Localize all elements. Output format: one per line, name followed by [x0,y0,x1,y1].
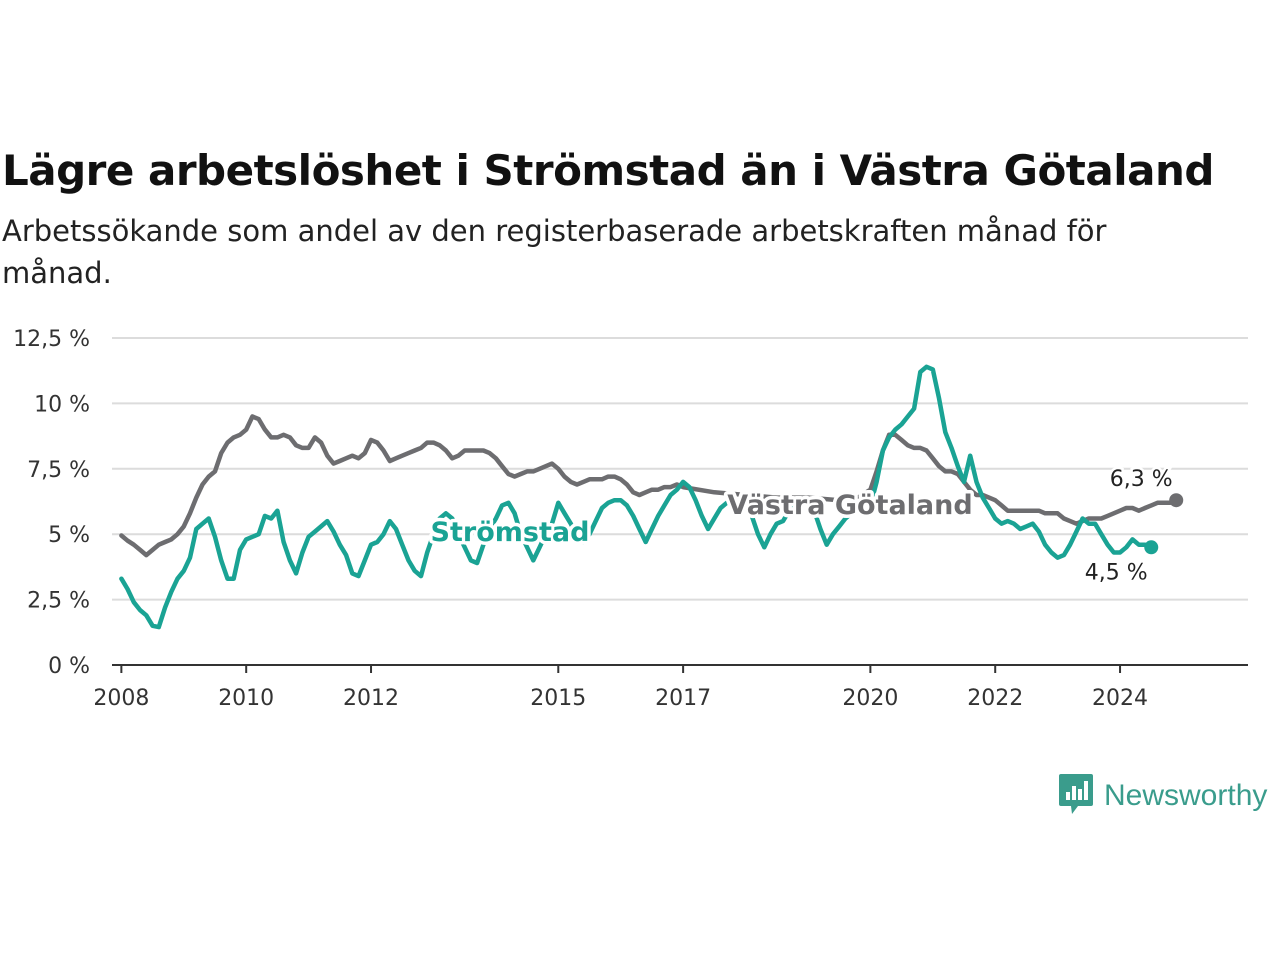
series-end-value-label: 6,3 % [1110,467,1173,492]
series-name-label: Strömstad [431,517,590,548]
newsworthy-logo-icon [1058,772,1094,820]
x-tick-label: 2024 [1092,686,1148,711]
series-line [119,364,1154,630]
x-tick-label: 2022 [967,686,1023,711]
series-end-value-label: 4,5 % [1085,560,1148,585]
chart-title: Lägre arbetslöshet i Strömstad än i Väst… [2,146,1214,195]
series-lines [119,364,1184,630]
y-tick-label: 7,5 % [27,458,90,483]
chart-subtitle: Arbetssökande som andel av den registerb… [2,214,1107,290]
y-tick-label: 0 % [48,654,90,679]
x-tick-label: 2017 [655,686,711,711]
y-axis-labels: 0 % 2,5 % 5 % 7,5 % 10 % 12,5 % [13,327,90,679]
series-line [119,414,1179,558]
series-labels: Västra Götaland 6,3 % Strömstad 4,5 % [427,465,1175,588]
series-name-label: Västra Götaland [727,490,972,521]
y-tick-label: 10 % [34,392,90,417]
y-tick-label: 12,5 % [13,327,90,352]
y-tick-label: 2,5 % [27,589,90,614]
x-tick-label: 2012 [343,686,399,711]
x-axis-ticks: 2008 2010 2012 2015 2017 2020 2022 2024 [93,665,1148,711]
x-tick-label: 2020 [842,686,898,711]
line-chart: 0 %2,5 %5 %7,5 %10 %12,5 % 2008 2010 2012 2… [13,327,1248,711]
y-tick-label: 5 % [48,523,90,548]
series-end-point [1144,540,1159,555]
x-tick-label: 2008 [93,686,149,711]
series-end-point [1169,493,1184,508]
x-tick-label: 2015 [530,686,586,711]
newsworthy-logo: Newsworthy [1058,772,1267,820]
gridlines [112,337,1248,601]
brand-name: Newsworthy [1104,779,1268,812]
x-tick-label: 2010 [218,686,274,711]
